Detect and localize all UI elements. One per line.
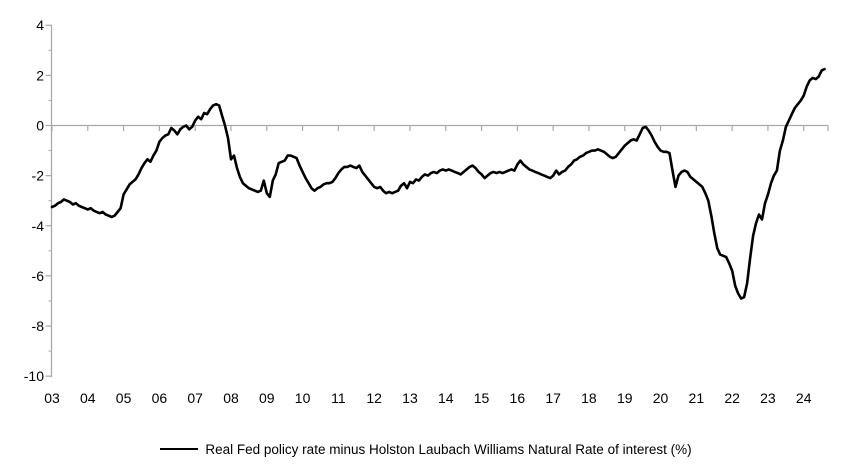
y-tick-label: -2 (32, 168, 45, 184)
y-tick-label: -6 (32, 268, 45, 284)
x-tick-label: 05 (116, 390, 132, 406)
x-tick-label: 03 (44, 390, 60, 406)
y-tick-label: 4 (36, 17, 44, 33)
x-tick-label: 10 (295, 390, 311, 406)
x-tick-label: 22 (724, 390, 740, 406)
x-tick-label: 23 (760, 390, 776, 406)
x-tick-label: 16 (510, 390, 526, 406)
x-tick-label: 07 (187, 390, 203, 406)
y-tick-label: 0 (36, 118, 44, 134)
x-tick-label: 18 (581, 390, 597, 406)
y-tick-label: -8 (32, 318, 45, 334)
x-tick-label: 08 (223, 390, 239, 406)
x-tick-label: 17 (545, 390, 561, 406)
legend: Real Fed policy rate minus Holston Lauba… (0, 438, 852, 460)
y-tick-label: -10 (24, 368, 44, 384)
x-tick-label: 11 (331, 390, 346, 406)
x-tick-label: 13 (402, 390, 418, 406)
x-tick-label: 14 (438, 390, 454, 406)
y-tick-label: 2 (36, 67, 44, 83)
series-line (50, 67, 826, 300)
x-tick-label: 04 (80, 390, 96, 406)
legend-line-sample (160, 448, 199, 450)
x-tick-label: 15 (474, 390, 490, 406)
legend-label: Real Fed policy rate minus Holston Lauba… (205, 441, 692, 457)
x-tick-label: 20 (653, 390, 669, 406)
x-tick-label: 06 (152, 390, 168, 406)
x-tick-label: 21 (689, 390, 705, 406)
x-tick-label: 09 (259, 390, 275, 406)
x-tick-label: 12 (366, 390, 382, 406)
y-tick-label: -4 (32, 218, 45, 234)
x-tick-label: 24 (796, 390, 812, 406)
x-tick-label: 19 (617, 390, 633, 406)
